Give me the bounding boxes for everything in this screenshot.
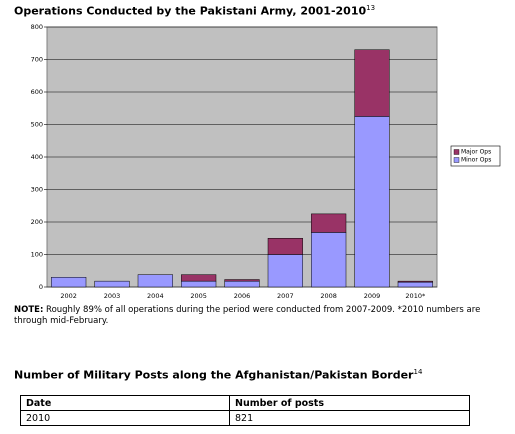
bar-segment bbox=[267, 238, 303, 255]
x-tick-label: 2002 bbox=[60, 292, 77, 300]
bar-segment bbox=[311, 232, 347, 288]
legend bbox=[450, 145, 501, 167]
y-tick-label: 800 bbox=[31, 23, 43, 31]
x-tick-label: 2007 bbox=[277, 292, 294, 300]
title-text: Operations Conducted by the Pakistani Ar… bbox=[14, 4, 367, 18]
legend-label: Major Ops bbox=[461, 149, 491, 156]
header-cell: Date bbox=[20, 395, 230, 411]
bar-segment bbox=[224, 280, 260, 288]
x-tick-label: 2006 bbox=[234, 292, 251, 300]
y-tick-label: 200 bbox=[31, 218, 43, 226]
bar-segment bbox=[354, 49, 390, 117]
header-cell: Number of posts bbox=[229, 395, 470, 411]
y-tick-label: 0 bbox=[39, 283, 43, 291]
legend-swatch bbox=[453, 157, 460, 163]
chart-title: Operations Conducted by the Pakistani Ar… bbox=[14, 4, 375, 18]
bar-segment bbox=[94, 280, 130, 288]
legend-swatch bbox=[453, 149, 460, 155]
bar-segment bbox=[181, 280, 217, 288]
legend-label: Minor Ops bbox=[461, 157, 491, 164]
y-tick-label: 500 bbox=[31, 121, 43, 129]
title-text: Number of Military Posts along the Afgha… bbox=[14, 368, 414, 382]
bar-segment bbox=[137, 274, 173, 288]
y-tick-label: 600 bbox=[31, 88, 43, 96]
table: Date Number of posts 2010 821 bbox=[20, 395, 470, 426]
cell: 2010 bbox=[20, 410, 230, 426]
footnote-ref: 14 bbox=[413, 368, 423, 376]
footnote-ref: 13 bbox=[366, 4, 376, 12]
bar-segment bbox=[181, 274, 217, 282]
y-tick-label: 300 bbox=[31, 186, 43, 194]
bar-segment bbox=[51, 277, 87, 288]
bar-segment bbox=[224, 279, 260, 282]
x-tick-label: 2008 bbox=[320, 292, 337, 300]
y-tick-label: 700 bbox=[31, 56, 43, 64]
x-tick-label: 2010* bbox=[405, 292, 426, 300]
bar-segment bbox=[311, 213, 347, 233]
y-tick-label: 100 bbox=[31, 251, 43, 259]
bar-segment bbox=[397, 280, 433, 283]
x-tick-label: 2009 bbox=[364, 292, 381, 300]
x-tick-label: 2005 bbox=[190, 292, 207, 300]
note-label: NOTE: bbox=[14, 305, 44, 315]
cell: 821 bbox=[229, 410, 470, 426]
header-row: Date Number of posts bbox=[20, 395, 470, 411]
bar-segment bbox=[397, 281, 433, 288]
y-tick-label: 400 bbox=[31, 153, 43, 161]
bar-segment bbox=[267, 254, 303, 288]
x-tick-label: 2004 bbox=[147, 292, 164, 300]
table-title: Number of Military Posts along the Afgha… bbox=[14, 368, 422, 382]
chart: 0 100 200 300 400 500 600 700 800 2002 2003 2004 200… bbox=[31, 23, 501, 300]
x-tick-label: 2003 bbox=[104, 292, 121, 300]
row: 2010 821 bbox=[20, 410, 470, 426]
bar-segment bbox=[354, 116, 390, 288]
note-text: Roughly 89% of all operations during the… bbox=[14, 305, 481, 326]
note: NOTE: Roughly 89% of all operations duri… bbox=[14, 305, 509, 327]
